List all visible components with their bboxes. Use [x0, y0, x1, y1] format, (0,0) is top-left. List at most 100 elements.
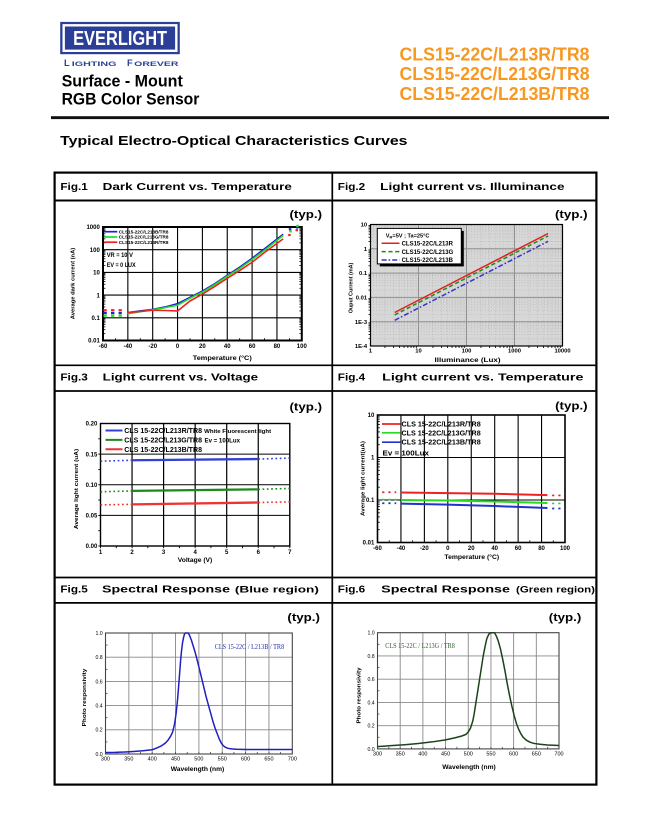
svg-text:CLS 15-22C/L213B/TR8: CLS 15-22C/L213B/TR8	[124, 447, 202, 454]
svg-text:550: 550	[218, 757, 227, 763]
svg-text:VR=5V ; Ta=25°C: VR=5V ; Ta=25°C	[386, 234, 430, 240]
svg-text:80: 80	[538, 546, 545, 552]
svg-text:F: F	[127, 58, 133, 68]
svg-text:0.15: 0.15	[86, 452, 98, 458]
svg-text:0.1: 0.1	[359, 271, 368, 277]
svg-text:1E-4: 1E-4	[355, 344, 368, 350]
svg-text:0.8: 0.8	[367, 654, 374, 660]
svg-text:White Fluorescent light: White Fluorescent light	[204, 429, 271, 435]
svg-text:Photo responsivity: Photo responsivity	[82, 668, 88, 727]
svg-text:Average light current (uA): Average light current (uA)	[74, 449, 80, 529]
svg-text:350: 350	[396, 752, 405, 758]
svg-text:-40: -40	[397, 546, 406, 552]
svg-text:1.0: 1.0	[367, 631, 374, 637]
svg-text:Fig.1: Fig.1	[60, 182, 88, 193]
svg-text:Fig.6: Fig.6	[338, 584, 366, 595]
svg-text:0.0: 0.0	[367, 747, 374, 753]
svg-text:(Green region): (Green region)	[516, 584, 595, 595]
svg-text:Temperature (°C): Temperature (°C)	[444, 553, 499, 561]
svg-text:0.20: 0.20	[86, 422, 98, 428]
svg-text:IGHTING: IGHTING	[72, 61, 117, 68]
svg-text:350: 350	[124, 757, 133, 763]
svg-text:5: 5	[225, 550, 229, 556]
svg-text:CLS15-22C/L213R/TR8: CLS15-22C/L213R/TR8	[400, 43, 590, 64]
svg-text:Ev = 100Lux: Ev = 100Lux	[383, 451, 430, 458]
svg-text:L: L	[64, 58, 70, 68]
svg-text:-40: -40	[124, 344, 133, 350]
svg-text:300: 300	[101, 757, 110, 763]
svg-text:10: 10	[415, 349, 421, 355]
svg-text:CLS15-22C/L213R/TR8: CLS15-22C/L213R/TR8	[119, 240, 169, 245]
svg-text:1.0: 1.0	[95, 631, 102, 637]
svg-text:Light current vs. Voltage: Light current vs. Voltage	[103, 372, 259, 383]
svg-text:Spectral Response: Spectral Response	[381, 584, 510, 595]
svg-text:700: 700	[288, 757, 297, 763]
svg-text:CLS 15-22C / L213B / TR8: CLS 15-22C / L213B / TR8	[215, 643, 285, 651]
svg-text:0.6: 0.6	[367, 677, 374, 683]
svg-text:(typ.): (typ.)	[290, 402, 323, 414]
svg-text:2: 2	[130, 550, 134, 556]
svg-text:CLS15-22C/L213R: CLS15-22C/L213R	[402, 241, 454, 247]
svg-text:40: 40	[224, 344, 231, 350]
svg-text:CLS 15-22C/L213R/TR8: CLS 15-22C/L213R/TR8	[124, 428, 202, 435]
svg-text:400: 400	[418, 752, 427, 758]
svg-text:CLS 15-22C/L213R/TR8: CLS 15-22C/L213R/TR8	[402, 421, 481, 428]
svg-text:Wavelength (nm): Wavelength (nm)	[442, 764, 496, 771]
svg-text:Photo responsivity: Photo responsivity	[356, 667, 362, 724]
svg-text:1: 1	[96, 293, 100, 299]
svg-text:Average light current(uA): Average light current(uA)	[361, 441, 367, 516]
svg-text:650: 650	[532, 752, 541, 758]
svg-text:RGB Color Sensor: RGB Color Sensor	[62, 90, 200, 109]
svg-text:Fig.2: Fig.2	[338, 182, 366, 193]
svg-text:0.6: 0.6	[95, 679, 102, 685]
svg-text:1: 1	[364, 247, 368, 253]
svg-text:1: 1	[369, 349, 373, 355]
svg-text:1E-3: 1E-3	[355, 320, 368, 326]
svg-text:Typical Electro-Optical Charac: Typical Electro-Optical Characteristics …	[60, 133, 407, 148]
svg-text:650: 650	[264, 757, 273, 763]
svg-text:(typ.): (typ.)	[287, 612, 320, 624]
svg-text:600: 600	[509, 752, 518, 758]
svg-text:OREVER: OREVER	[134, 61, 178, 68]
svg-text:3: 3	[162, 550, 166, 556]
svg-text:EVERLIGHT: EVERLIGHT	[73, 28, 167, 50]
svg-text:(typ.): (typ.)	[555, 209, 588, 221]
svg-text:CLS15-22C/L213G/TR8: CLS15-22C/L213G/TR8	[119, 235, 169, 240]
svg-text:20: 20	[468, 546, 475, 552]
svg-text:Fig.3: Fig.3	[60, 372, 88, 383]
svg-text:20: 20	[199, 344, 206, 350]
svg-text:(typ.): (typ.)	[290, 209, 323, 221]
svg-text:CLS15-22C/L213G/TR8: CLS15-22C/L213G/TR8	[400, 63, 590, 84]
svg-text:0.8: 0.8	[95, 655, 102, 661]
svg-text:CLS15-22C/L213G: CLS15-22C/L213G	[402, 250, 454, 256]
svg-text:CLS 15-22C / L213G / TR8: CLS 15-22C / L213G / TR8	[385, 642, 455, 650]
svg-text:Fig.5: Fig.5	[60, 584, 88, 595]
svg-text:CLS 15-22C/L213G/TR8: CLS 15-22C/L213G/TR8	[124, 438, 202, 445]
svg-text:0.10: 0.10	[86, 483, 98, 489]
svg-text:Voltage (V): Voltage (V)	[178, 557, 213, 564]
svg-text:450: 450	[441, 752, 450, 758]
svg-text:0: 0	[446, 546, 450, 552]
svg-text:450: 450	[171, 757, 180, 763]
svg-text:CLS15-22C/L213B/TR8: CLS15-22C/L213B/TR8	[400, 83, 590, 104]
svg-text:500: 500	[464, 752, 473, 758]
svg-text:Dark Current vs. Temperature: Dark Current vs. Temperature	[103, 182, 292, 193]
svg-text:80: 80	[274, 344, 281, 350]
svg-text:1000: 1000	[86, 225, 100, 231]
svg-text:600: 600	[241, 757, 250, 763]
svg-text:0.2: 0.2	[367, 724, 374, 730]
svg-text:-20: -20	[420, 546, 429, 552]
svg-text:6: 6	[257, 550, 261, 556]
svg-text:Ouput Current (mA): Ouput Current (mA)	[349, 262, 355, 313]
svg-text:Light current vs. Illuminance: Light current vs. Illuminance	[380, 182, 565, 193]
svg-text:0.01: 0.01	[363, 541, 375, 547]
svg-text:0.1: 0.1	[91, 316, 100, 322]
svg-text:0.4: 0.4	[367, 700, 374, 706]
svg-text:10: 10	[361, 223, 367, 229]
svg-text:Wavelength (nm): Wavelength (nm)	[171, 766, 225, 773]
svg-text:4: 4	[193, 550, 197, 556]
svg-text:700: 700	[554, 752, 563, 758]
svg-text:550: 550	[486, 752, 495, 758]
svg-text:100: 100	[90, 248, 101, 254]
svg-text:CLS15-22C/L213B/TR8: CLS15-22C/L213B/TR8	[119, 229, 169, 234]
